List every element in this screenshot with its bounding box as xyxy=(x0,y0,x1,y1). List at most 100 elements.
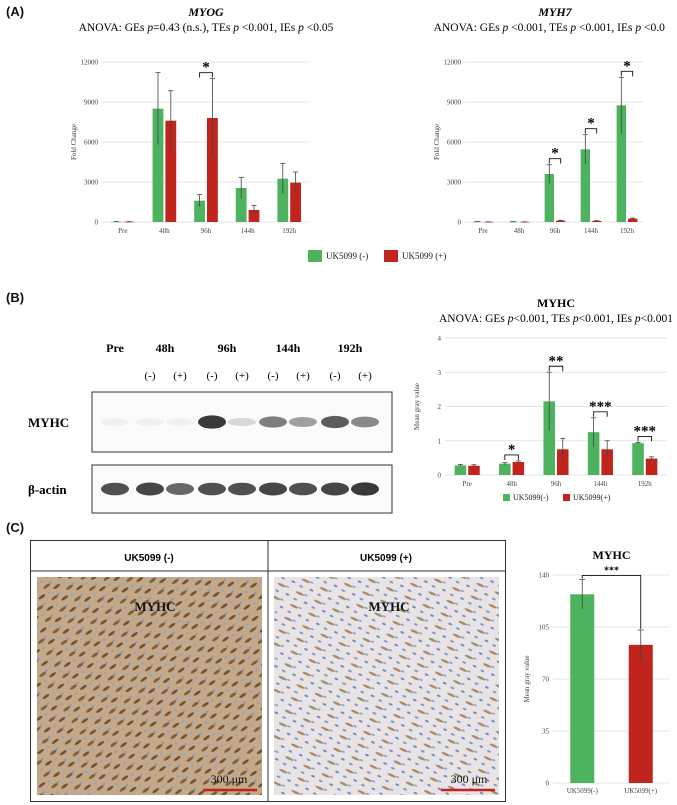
blot-timepoint-label: 144h xyxy=(276,341,301,355)
legend-swatch-green xyxy=(308,250,322,262)
myh7-ytick: 6000 xyxy=(447,139,462,147)
myhcb-sig-label: *** xyxy=(634,423,657,439)
myog-ytick: 9000 xyxy=(84,99,99,107)
myog-ytick: 0 xyxy=(95,219,99,227)
myhcb-sig-bracket xyxy=(637,436,653,442)
myhcb-ytick: 2 xyxy=(438,403,442,411)
myhcb-ytick: 4 xyxy=(438,335,442,343)
ihc-stain-label-plus: MYHC xyxy=(368,599,409,614)
blot-band xyxy=(198,415,226,429)
myhcb-xtick: Pre xyxy=(463,480,472,488)
myh7-bar xyxy=(508,221,518,223)
myh7-sig-bracket xyxy=(584,128,598,134)
myog-bar xyxy=(290,182,302,222)
myhcb-sig-bracket xyxy=(593,411,608,417)
panel-label-a: (A) xyxy=(6,4,25,19)
myhcc-ytick: 70 xyxy=(542,676,550,684)
blot-treatment-label: (-) xyxy=(207,370,218,382)
blot-band xyxy=(101,418,129,426)
myog-bar xyxy=(110,221,122,223)
myog-subtitle: ANOVA: GEs p=0.43 (n.s.), TEs p <0.001, … xyxy=(79,22,334,34)
blot-treatment-label: (+) xyxy=(235,370,249,382)
blot-band xyxy=(259,416,287,428)
myhcb-bar xyxy=(632,443,644,475)
legend-panel-a: UK5099 (-) UK5099 (+) xyxy=(308,250,446,262)
myog-ytick: 12000 xyxy=(81,59,99,67)
ihc-image-panel: UK5099 (-) UK5099 (+) MYHC MYHC 300 μm xyxy=(30,540,506,802)
blot-band xyxy=(289,416,317,428)
myh7-xtick: 48h xyxy=(514,227,525,235)
myog-bar xyxy=(207,118,218,222)
myh7-sig-label: * xyxy=(551,146,559,162)
myhcb-ytick: 0 xyxy=(438,472,442,480)
myh7-ytick: 0 xyxy=(458,219,462,227)
myh7-bar xyxy=(544,174,554,222)
blot-treatment-label: (+) xyxy=(358,370,372,382)
myog-ylabel: Fold Change xyxy=(70,124,78,160)
legend-label-plus: UK5099 (+) xyxy=(402,251,446,261)
myhcb-bar xyxy=(454,465,467,475)
myhcb-ytick: 1 xyxy=(438,437,442,445)
panel-label-c: (C) xyxy=(6,520,25,535)
chart-myhc-ihc: MYHC 0 35 70 105 140 Mean gray value UK5099(-) U… xyxy=(523,548,670,795)
myog-bar xyxy=(248,210,260,222)
myhcb-sig-label: *** xyxy=(589,399,612,415)
myog-ytick: 3000 xyxy=(84,179,99,187)
myhcb-sig-label: ** xyxy=(549,353,564,369)
blot-timepoint-label: 96h xyxy=(218,341,237,355)
myog-ytick: 6000 xyxy=(84,139,99,147)
myog-bar xyxy=(152,108,164,222)
blot-timepoint-label: 48h xyxy=(156,341,175,355)
myhcc-sig-label: *** xyxy=(604,565,619,576)
ihc-label-minus: UK5099 (-) xyxy=(124,553,173,564)
myhcc-ylabel: Mean gray value xyxy=(523,655,531,702)
blot-band xyxy=(228,482,256,496)
myhcb-xtick: 192h xyxy=(638,480,653,488)
blot-treatment-label: (+) xyxy=(173,370,187,382)
chart-myog: MYOG ANOVA: GEs p=0.43 (n.s.), TEs p <0.0… xyxy=(70,5,334,235)
myh7-ytick: 9000 xyxy=(447,99,462,107)
myhcb-bar xyxy=(468,465,480,475)
myhcb-bar xyxy=(557,449,569,475)
ihc-label-plus: UK5099 (+) xyxy=(360,553,412,564)
blot-band xyxy=(136,418,164,426)
myog-bar xyxy=(165,120,177,222)
myog-bar xyxy=(194,200,205,222)
blot-row-label: MYHC xyxy=(28,415,69,430)
blot-timepoint-label: Pre xyxy=(106,341,124,355)
myog-xtick: 192h xyxy=(282,227,297,235)
myhcb-sig-bracket xyxy=(504,454,519,460)
blot-treatment-label: (-) xyxy=(145,370,156,382)
blot-band xyxy=(351,482,379,496)
blot-band xyxy=(351,416,379,428)
blot-treatment-label: (-) xyxy=(268,370,279,382)
chart-myhc-western: MYHC ANOVA: GEs p<0.001, TEs p<0.001, IEs… xyxy=(413,296,673,502)
blot-row-label: β-actin xyxy=(28,482,67,497)
myog-bar xyxy=(277,178,289,222)
myhcb-bar xyxy=(499,463,511,475)
myhcb-xtick: 96h xyxy=(551,480,562,488)
myh7-xtick: 144h xyxy=(584,227,599,235)
myh7-bar xyxy=(592,220,602,222)
blot-band xyxy=(101,482,129,496)
myhcc-ytick: 0 xyxy=(546,780,550,788)
blot-band xyxy=(321,482,349,496)
blot-timepoint-label: 192h xyxy=(338,341,363,355)
myh7-sig-label: * xyxy=(623,58,631,74)
western-blot: Pre 48h 96h 144h 192h (-) (+) (-) (+) (-) (+) (-) (+… xyxy=(28,341,393,514)
myog-title: MYOG xyxy=(187,5,224,19)
myhcc-ytick: 105 xyxy=(539,624,550,632)
scale-label-minus: 300 μm xyxy=(211,772,248,786)
myh7-bar xyxy=(628,218,638,222)
myh7-ylabel: Fold Change xyxy=(433,124,441,160)
myhcb-sig-bracket xyxy=(548,365,564,372)
myog-xtick: Pre xyxy=(118,227,127,235)
myhcb-bar xyxy=(645,458,658,475)
myog-sig-label: * xyxy=(202,60,210,76)
ihc-image-minus xyxy=(37,577,262,795)
blot-band xyxy=(289,482,317,496)
myhcb-legend-label: UK5099(+) xyxy=(573,493,611,502)
blot-band xyxy=(228,417,256,427)
myhcc-ytick: 140 xyxy=(539,572,550,580)
myh7-subtitle: ANOVA: GEs p <0.001, TEs p <0.001, IEs p… xyxy=(434,22,665,34)
